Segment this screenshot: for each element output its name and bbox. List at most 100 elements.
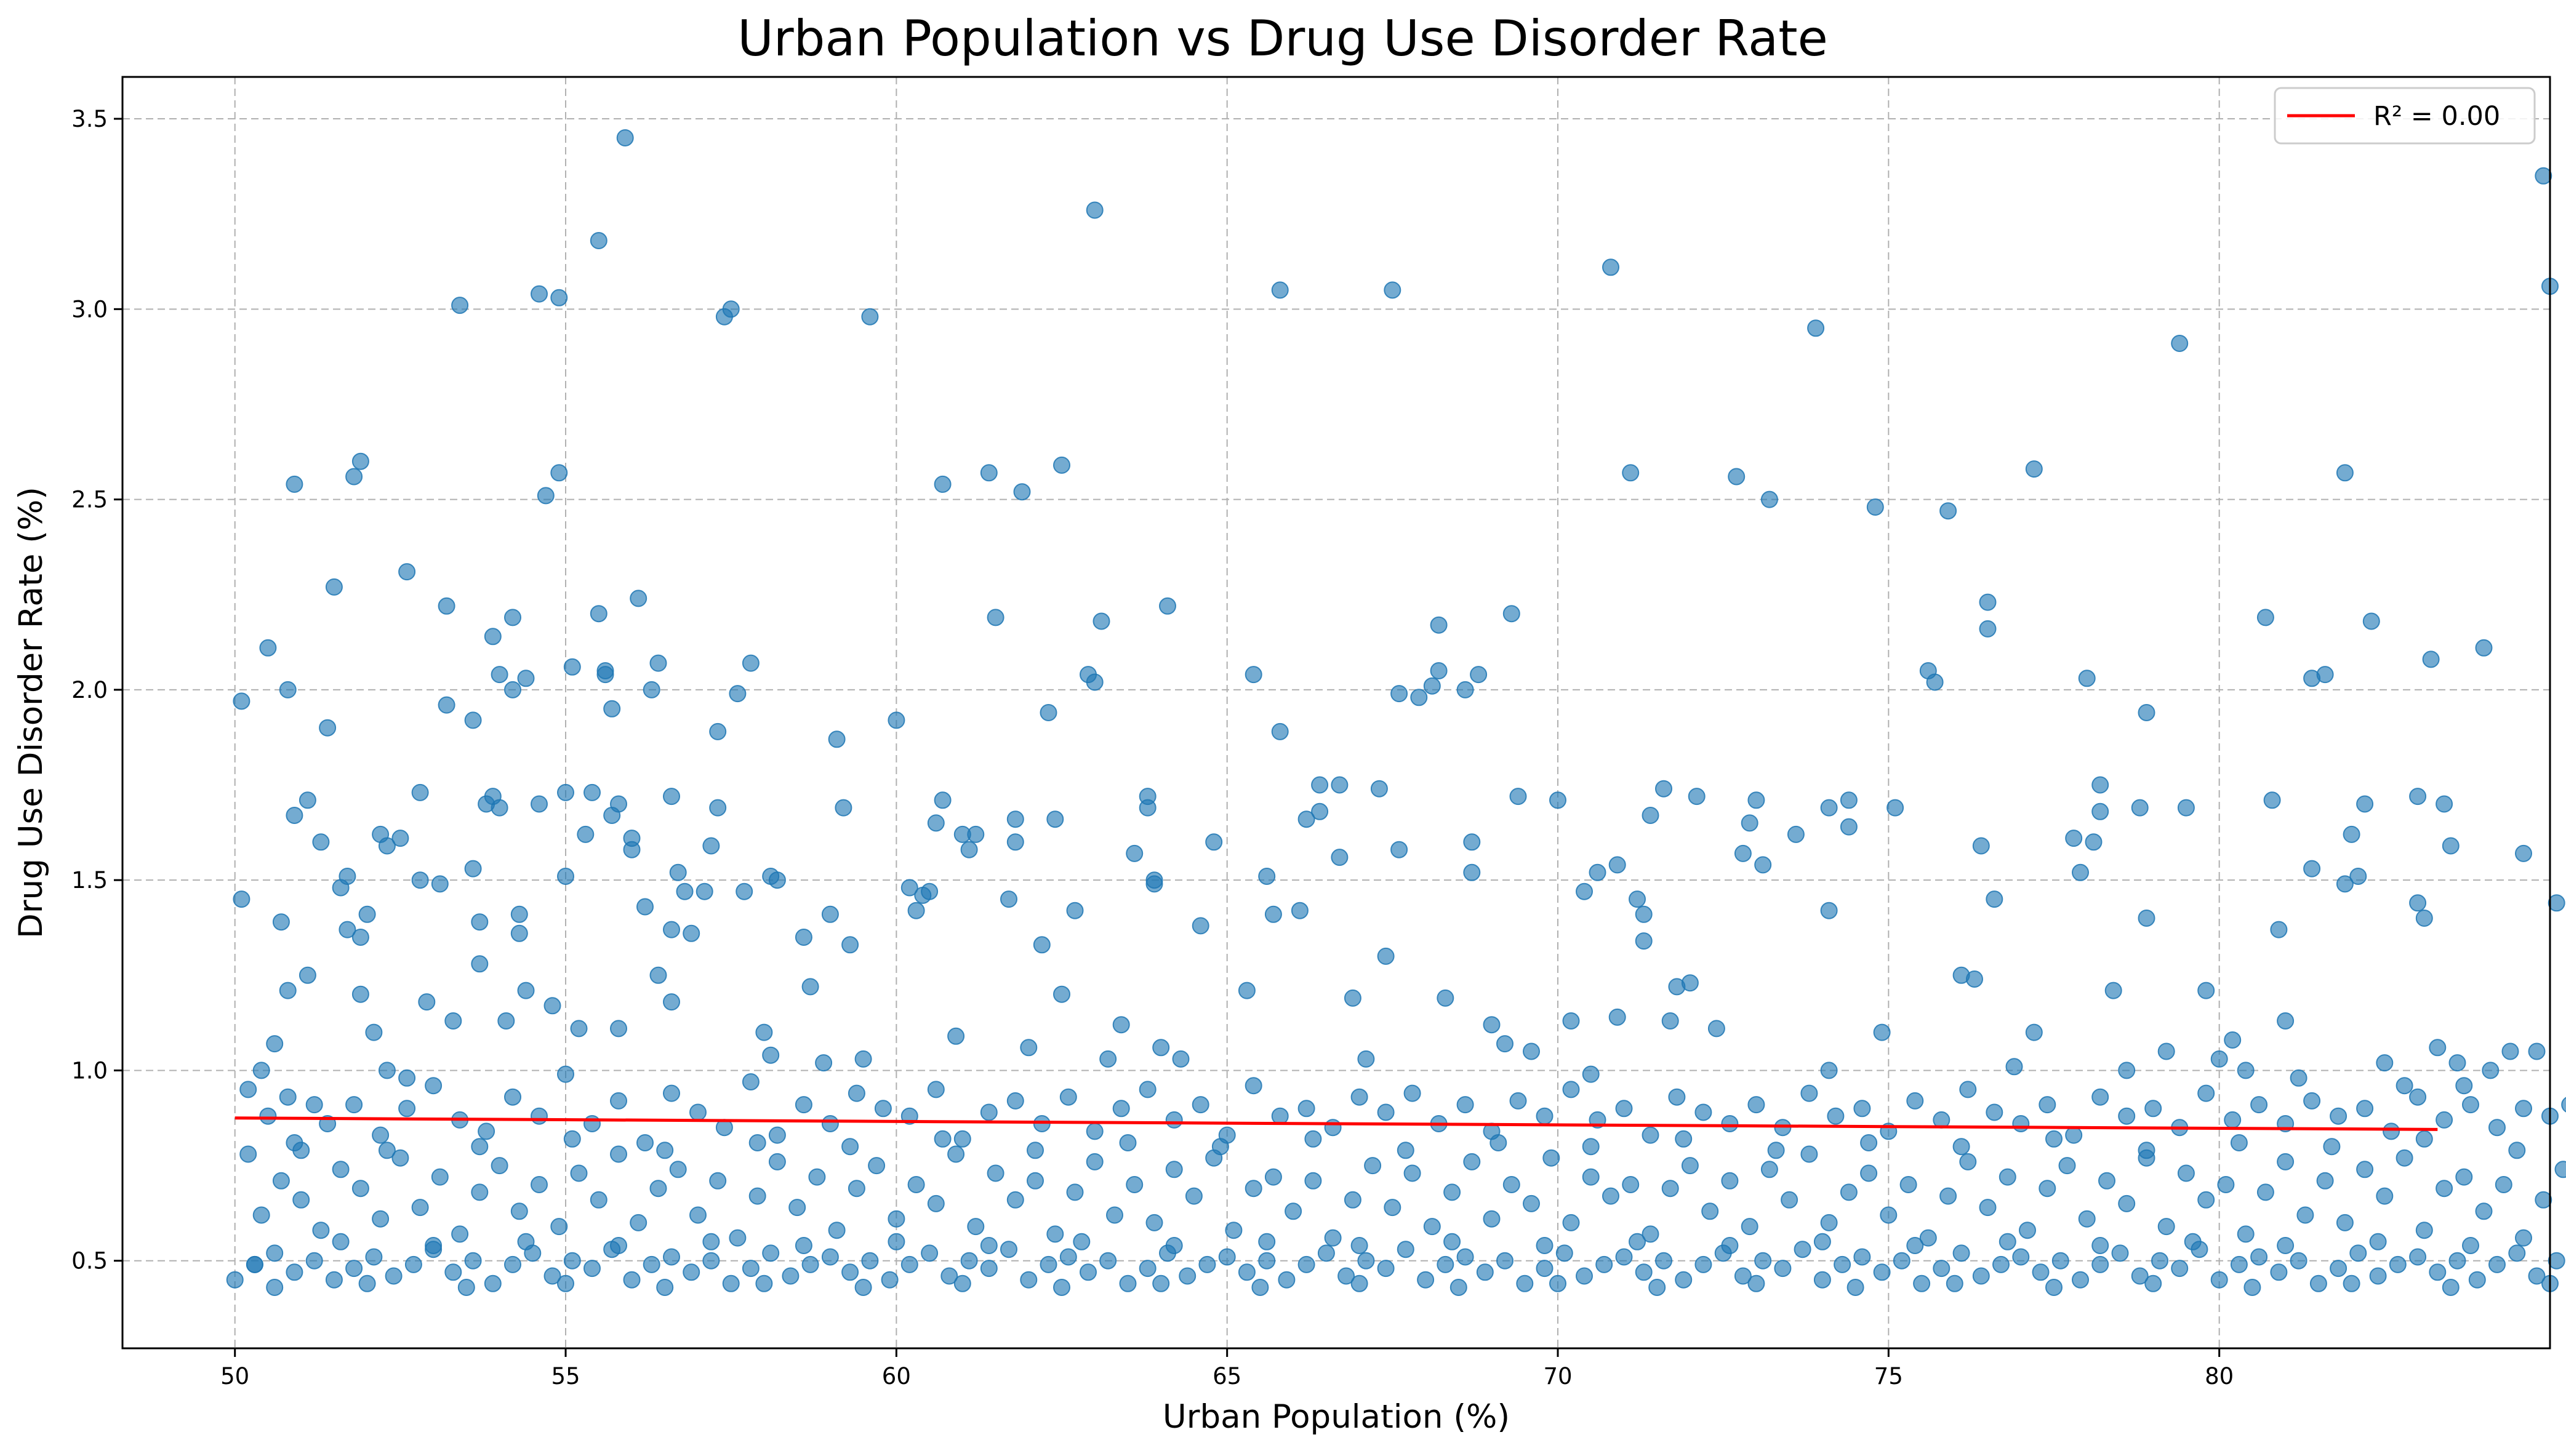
scatter-point xyxy=(987,609,1004,626)
scatter-point xyxy=(1317,1244,1335,1262)
scatter-point xyxy=(1245,1180,1262,1198)
scatter-point xyxy=(2078,1210,2096,1228)
scatter-point xyxy=(2501,1042,2519,1060)
scatter-point xyxy=(2528,1267,2546,1285)
scatter-point xyxy=(2197,1191,2215,1209)
scatter-point xyxy=(252,1062,270,1079)
scatter-point xyxy=(358,905,376,923)
scatter-point xyxy=(471,1138,489,1156)
scatter-point xyxy=(1099,1050,1117,1068)
scatter-point xyxy=(1913,1274,1931,1292)
scatter-point xyxy=(1456,1096,1474,1114)
scatter-point xyxy=(1390,685,1408,703)
scatter-point xyxy=(1648,1279,1666,1296)
scatter-point xyxy=(762,1046,780,1064)
scatter-point xyxy=(683,1263,700,1281)
scatter-point xyxy=(1053,985,1070,1003)
scatter-point xyxy=(1377,1103,1395,1121)
scatter-point xyxy=(669,1161,687,1178)
scatter-point xyxy=(484,628,502,646)
scatter-point xyxy=(967,825,985,843)
scatter-point xyxy=(1813,1233,1831,1250)
scatter-point xyxy=(1576,1267,1593,1285)
scatter-point xyxy=(1324,1229,1342,1247)
scatter-point xyxy=(319,719,337,737)
scatter-point xyxy=(967,1218,985,1236)
scatter-point xyxy=(2455,1168,2473,1186)
scatter-point xyxy=(2111,1244,2129,1262)
scatter-point xyxy=(2554,1161,2566,1178)
scatter-point xyxy=(1622,1176,1640,1193)
scatter-point xyxy=(742,1260,760,1278)
scatter-point xyxy=(1642,1126,1659,1144)
scatter-point xyxy=(398,1100,416,1118)
scatter-point xyxy=(550,464,568,482)
scatter-point xyxy=(286,807,303,824)
scatter-point xyxy=(2045,1130,2063,1148)
scatter-point xyxy=(2290,1252,2307,1270)
scatter-point xyxy=(2535,167,2552,185)
scatter-point xyxy=(570,1020,588,1038)
scatter-point xyxy=(517,670,535,687)
scatter-point xyxy=(980,1103,998,1121)
scatter-point xyxy=(1502,605,1520,623)
scatter-point xyxy=(1734,1267,1752,1285)
scatter-point xyxy=(1694,1103,1712,1121)
scatter-point xyxy=(1893,1252,1910,1270)
scatter-point xyxy=(577,825,595,843)
scatter-point xyxy=(378,1062,396,1079)
scatter-point xyxy=(1536,1260,1554,1278)
scatter-point xyxy=(2197,1084,2215,1102)
scatter-point xyxy=(312,1222,330,1239)
scatter-point xyxy=(2290,1069,2307,1087)
scatter-point xyxy=(1820,799,1838,817)
scatter-point xyxy=(2396,1149,2413,1167)
x-tick-label: 75 xyxy=(1874,1363,1903,1390)
scatter-point xyxy=(1668,1088,1686,1106)
scatter-point xyxy=(755,1023,773,1041)
scatter-point xyxy=(2349,1244,2367,1262)
scatter-point xyxy=(980,1260,998,1278)
scatter-point xyxy=(2091,1255,2109,1273)
scatter-point xyxy=(590,605,607,623)
scatter-point xyxy=(1258,1252,1276,1270)
legend-label: R² = 0.00 xyxy=(2373,101,2500,132)
scatter-point xyxy=(1423,677,1441,695)
scatter-point xyxy=(702,837,720,855)
scatter-point xyxy=(2157,1218,2175,1236)
scatter-point xyxy=(663,788,680,806)
scatter-point xyxy=(795,1237,812,1254)
scatter-point xyxy=(1264,1168,1282,1186)
scatter-point xyxy=(2256,1183,2274,1201)
scatter-point xyxy=(2296,1206,2314,1224)
scatter-point xyxy=(451,1225,469,1243)
scatter-point xyxy=(557,1065,574,1083)
scatter-point xyxy=(1747,1096,1765,1114)
scatter-point xyxy=(2409,1248,2427,1266)
scatter-point xyxy=(299,791,316,809)
scatter-point xyxy=(1152,1274,1170,1292)
scatter-point xyxy=(1959,1153,1977,1170)
scatter-point xyxy=(404,1255,422,1273)
scatter-point xyxy=(1939,502,1957,520)
scatter-point xyxy=(2085,833,2103,851)
scatter-point xyxy=(233,692,251,710)
scatter-point xyxy=(1397,1241,1414,1258)
scatter-point xyxy=(623,1271,641,1289)
scatter-point xyxy=(1384,281,1401,299)
scatter-point xyxy=(1536,1237,1554,1254)
scatter-point xyxy=(762,1244,780,1262)
scatter-point xyxy=(2303,1092,2321,1110)
scatter-point xyxy=(1979,1199,1997,1217)
scatter-point xyxy=(1502,1176,1520,1193)
scatter-point xyxy=(1126,844,1144,862)
scatter-point xyxy=(2078,670,2096,687)
scatter-point xyxy=(1933,1260,1951,1278)
scatter-point xyxy=(1747,1274,1765,1292)
scatter-point xyxy=(2224,1031,2242,1049)
scatter-point xyxy=(1165,1161,1183,1178)
scatter-point xyxy=(438,597,455,615)
scatter-point xyxy=(1020,1039,1038,1057)
scatter-point xyxy=(1853,1248,1871,1266)
scatter-point xyxy=(861,308,879,326)
